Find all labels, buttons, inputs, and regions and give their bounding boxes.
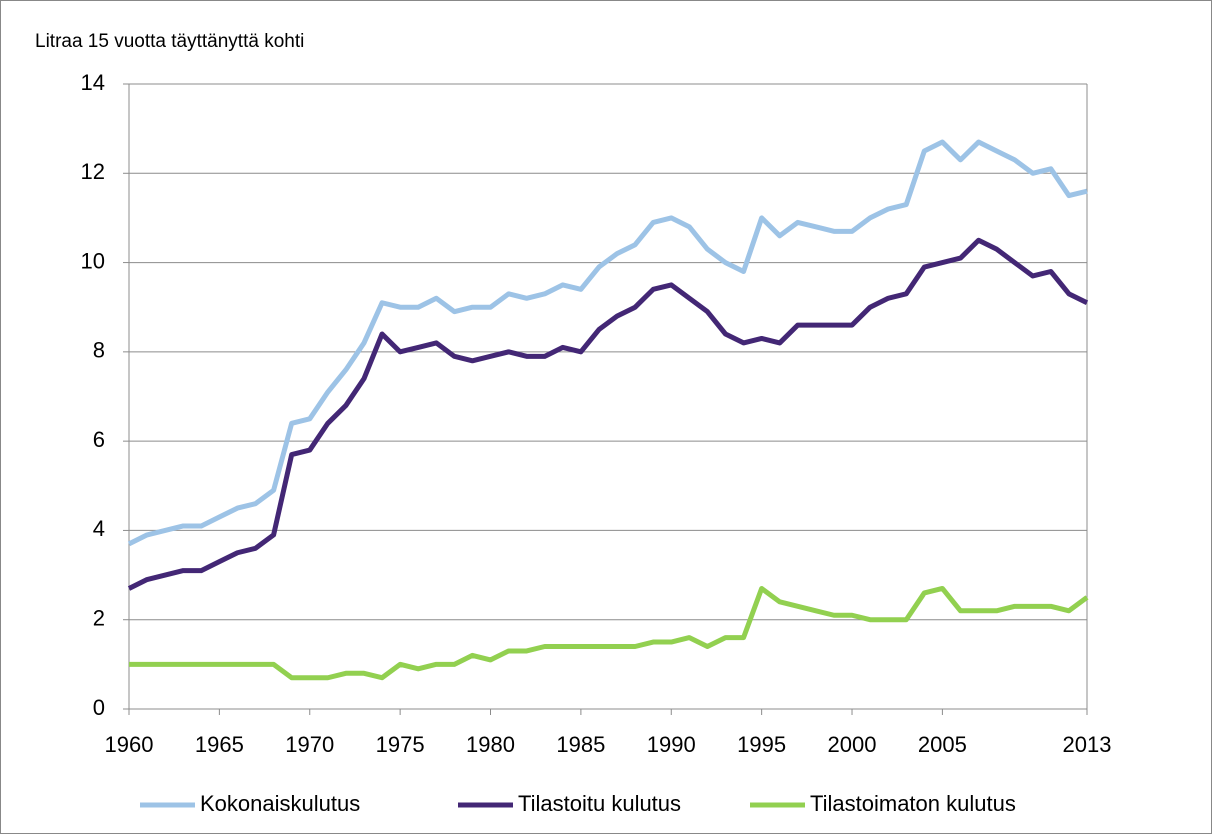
x-tick-label: 1980 xyxy=(466,732,515,757)
legend-label: Tilastoimaton kulutus xyxy=(810,791,1016,816)
series-line xyxy=(129,585,1089,681)
y-tick-label: 8 xyxy=(93,338,105,363)
x-tick-label: 1970 xyxy=(285,732,334,757)
x-tick-label: 1960 xyxy=(105,732,154,757)
x-tick-label: 2005 xyxy=(918,732,967,757)
x-tick-label: 2013 xyxy=(1063,732,1112,757)
series-line xyxy=(127,139,1088,547)
x-tick-label: 1995 xyxy=(737,732,786,757)
legend-label: Kokonaiskulutus xyxy=(200,791,360,816)
y-tick-label: 12 xyxy=(81,159,105,184)
chart-title: Litraa 15 vuotta täyttänyttä kohti xyxy=(35,31,304,52)
y-tick-label: 0 xyxy=(93,695,105,720)
x-tick-label: 2000 xyxy=(828,732,877,757)
y-tick-label: 2 xyxy=(93,606,105,631)
x-tick-label: 1975 xyxy=(376,732,425,757)
x-tick-label: 1985 xyxy=(556,732,605,757)
y-tick-label: 10 xyxy=(81,248,105,273)
x-tick-label: 1965 xyxy=(195,732,244,757)
legend-label: Tilastoitu kulutus xyxy=(518,791,681,816)
series-line xyxy=(127,237,1089,591)
x-tick-label: 1990 xyxy=(647,732,696,757)
y-tick-label: 4 xyxy=(93,516,105,541)
y-tick-label: 6 xyxy=(93,427,105,452)
y-tick-label: 14 xyxy=(81,70,105,95)
